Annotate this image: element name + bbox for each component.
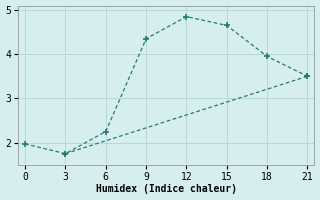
X-axis label: Humidex (Indice chaleur): Humidex (Indice chaleur) (96, 184, 237, 194)
